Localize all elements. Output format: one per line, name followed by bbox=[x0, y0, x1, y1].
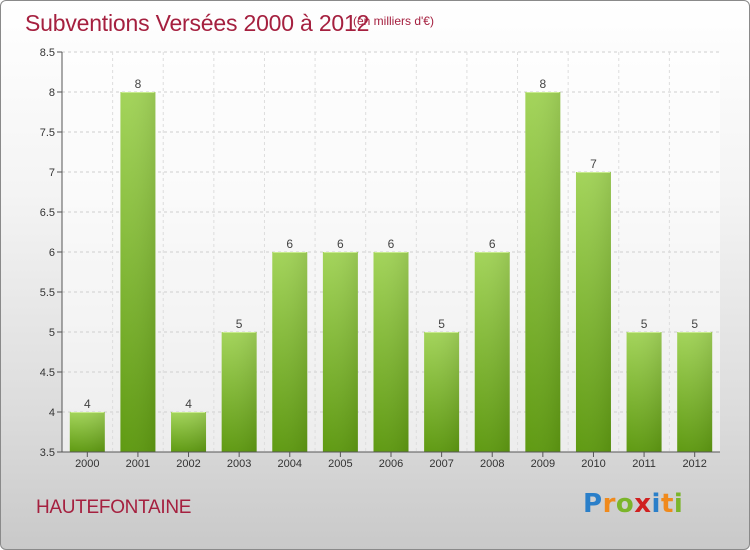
x-tick-label: 2002 bbox=[176, 458, 200, 470]
data-label: 5 bbox=[691, 317, 698, 331]
chart-title: Subventions Versées 2000 à 2012 bbox=[25, 10, 370, 36]
x-tick-label: 2000 bbox=[75, 458, 99, 470]
x-tick-label: 2012 bbox=[682, 458, 706, 470]
bar-shade bbox=[525, 92, 561, 452]
data-label: 5 bbox=[236, 317, 243, 331]
data-label: 5 bbox=[438, 317, 445, 331]
y-tick-label: 6 bbox=[49, 247, 55, 259]
y-tick-label: 8 bbox=[49, 87, 55, 99]
data-label: 6 bbox=[388, 237, 395, 251]
data-label: 6 bbox=[286, 237, 293, 251]
bar-shade bbox=[322, 252, 358, 452]
x-axis-ticks: 2000 2001 2002 2003 2004 2005 2006 2007 2008 2009… bbox=[75, 452, 707, 470]
bar-shade bbox=[120, 92, 156, 452]
logo-letter: i bbox=[651, 489, 661, 519]
bar-shade bbox=[474, 252, 510, 452]
x-tick-label: 2003 bbox=[227, 458, 251, 470]
bar bbox=[171, 412, 207, 452]
bar-shade bbox=[221, 332, 257, 452]
y-tick-label: 7.5 bbox=[40, 127, 55, 139]
bar bbox=[575, 172, 611, 452]
bar bbox=[373, 252, 409, 452]
y-tick-label: 5 bbox=[49, 327, 55, 339]
bar bbox=[272, 252, 308, 452]
x-tick-label: 2004 bbox=[278, 458, 302, 470]
x-tick-label: 2010 bbox=[581, 458, 605, 470]
bar-shade bbox=[626, 332, 662, 452]
logo-letter: r bbox=[602, 489, 616, 519]
data-label: 8 bbox=[540, 77, 547, 91]
x-tick-label: 2007 bbox=[429, 458, 453, 470]
bar bbox=[525, 92, 561, 452]
bar-shade bbox=[272, 252, 308, 452]
data-label: 6 bbox=[337, 237, 344, 251]
commune-name: HAUTEFONTAINE bbox=[36, 497, 192, 518]
logo-letter: P bbox=[583, 489, 603, 519]
bar bbox=[626, 332, 662, 452]
unit-label: (en milliers d'€) bbox=[353, 14, 434, 28]
bar bbox=[69, 412, 105, 452]
data-label: 4 bbox=[185, 397, 192, 411]
y-tick-label: 7 bbox=[49, 167, 55, 179]
y-tick-label: 8.5 bbox=[40, 47, 55, 59]
bar bbox=[424, 332, 460, 452]
y-tick-label: 6.5 bbox=[40, 207, 55, 219]
logo-letter: t bbox=[660, 489, 674, 519]
proxiti-logo: Proxiti bbox=[583, 489, 683, 519]
bar bbox=[322, 252, 358, 452]
bars bbox=[69, 92, 713, 452]
bar-shade bbox=[171, 412, 207, 452]
y-axis-ticks: 3.5 4 4.5 5 5.5 6 6.5 7 7.5 8 8.5 bbox=[40, 47, 62, 459]
data-label: 8 bbox=[135, 77, 142, 91]
logo-letter: x bbox=[634, 489, 652, 519]
bar-shade bbox=[69, 412, 105, 452]
x-tick-label: 2005 bbox=[328, 458, 352, 470]
bar bbox=[120, 92, 156, 452]
bar-shade bbox=[677, 332, 713, 452]
y-tick-label: 4 bbox=[49, 407, 55, 419]
x-tick-label: 2011 bbox=[632, 458, 656, 470]
bar-shade bbox=[373, 252, 409, 452]
y-tick-label: 4.5 bbox=[40, 367, 55, 379]
x-tick-label: 2001 bbox=[126, 458, 150, 470]
x-tick-label: 2008 bbox=[480, 458, 504, 470]
logo-letter: o bbox=[615, 489, 635, 519]
data-label: 6 bbox=[489, 237, 496, 251]
bar bbox=[677, 332, 713, 452]
bar-shade bbox=[575, 172, 611, 452]
bar bbox=[221, 332, 257, 452]
bar-shade bbox=[424, 332, 460, 452]
y-tick-label: 5.5 bbox=[40, 287, 55, 299]
data-label: 5 bbox=[641, 317, 648, 331]
data-labels: 4 8 4 5 6 6 6 5 6 8 7 5 5 bbox=[84, 77, 698, 411]
x-tick-label: 2006 bbox=[379, 458, 403, 470]
bar bbox=[474, 252, 510, 452]
y-tick-label: 3.5 bbox=[40, 447, 55, 459]
logo-letter: i bbox=[673, 489, 684, 519]
x-tick-label: 2009 bbox=[531, 458, 555, 470]
data-label: 4 bbox=[84, 397, 91, 411]
data-label: 7 bbox=[590, 157, 597, 171]
